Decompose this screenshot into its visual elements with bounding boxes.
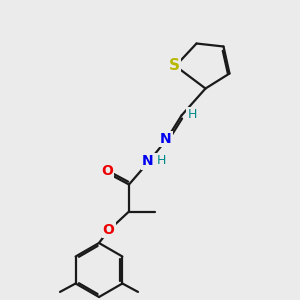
Text: O: O bbox=[103, 223, 115, 236]
Text: S: S bbox=[169, 58, 179, 73]
Text: H: H bbox=[156, 154, 166, 167]
Text: O: O bbox=[101, 164, 113, 178]
Text: H: H bbox=[187, 107, 197, 121]
Text: N: N bbox=[160, 132, 172, 146]
Text: N: N bbox=[142, 154, 154, 168]
